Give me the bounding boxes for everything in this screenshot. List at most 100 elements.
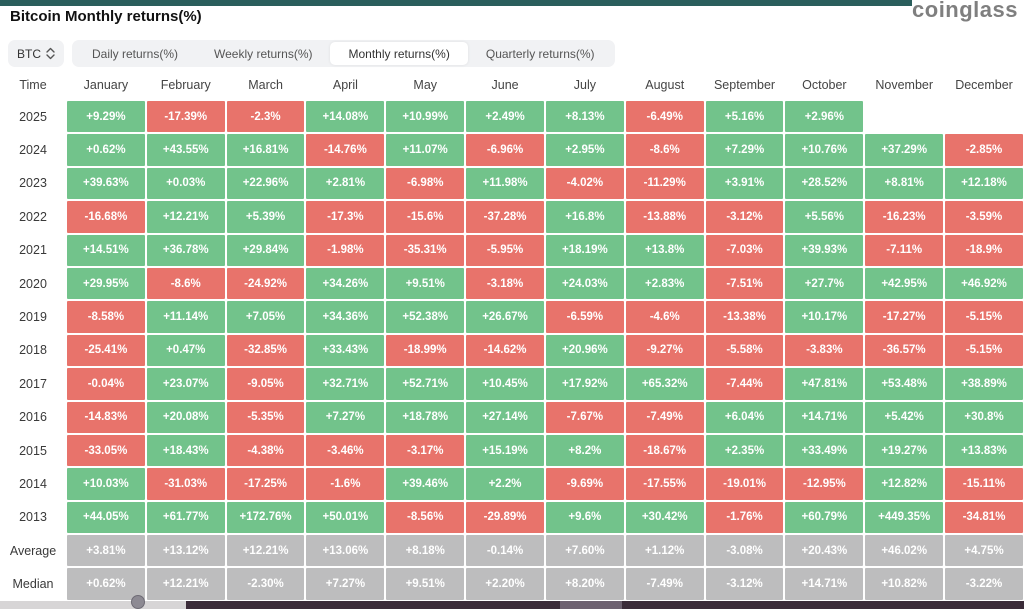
return-cell: +12.82% bbox=[864, 467, 944, 500]
table-row-2021: 2021 +14.51% +36.78% +29.84% -1.98% -35.31% -5… bbox=[0, 234, 1024, 267]
bottom-circle-icon bbox=[131, 595, 145, 609]
monthly-returns-table: Time January February March April May June July… bbox=[0, 70, 1024, 601]
return-cell: +19.27% bbox=[864, 434, 944, 467]
return-cell: -7.51% bbox=[705, 267, 785, 300]
return-cell: +39.93% bbox=[784, 234, 864, 267]
table-row-2023: 2023 +39.63% +0.03% +22.96% +2.81% -6.98% +11.… bbox=[0, 167, 1024, 200]
return-cell: +28.52% bbox=[784, 167, 864, 200]
row-label: 2015 bbox=[19, 443, 47, 458]
return-cell: -18.67% bbox=[625, 434, 705, 467]
return-cell: +10.76% bbox=[784, 133, 864, 166]
return-cell: +30.42% bbox=[625, 501, 705, 534]
column-header-november: November bbox=[875, 78, 934, 92]
return-cell: -3.22% bbox=[944, 567, 1024, 600]
return-cell: -14.83% bbox=[66, 401, 146, 434]
tab-quarterly[interactable]: Quarterly returns(%) bbox=[485, 46, 595, 61]
table-header-row: Time January February March April May June July… bbox=[0, 70, 1024, 100]
return-cell: +9.6% bbox=[545, 501, 625, 534]
return-cell: +14.71% bbox=[784, 567, 864, 600]
return-cell: -29.89% bbox=[465, 501, 545, 534]
return-cell: -3.46% bbox=[305, 434, 385, 467]
row-label: 2025 bbox=[19, 109, 47, 124]
column-header-june: June bbox=[491, 78, 519, 92]
return-cell: +29.95% bbox=[66, 267, 146, 300]
table-row-2022: 2022 -16.68% +12.21% +5.39% -17.3% -15.6% -37.… bbox=[0, 200, 1024, 233]
return-cell: +2.2% bbox=[465, 467, 545, 500]
return-cell bbox=[864, 100, 944, 133]
return-cell: +2.83% bbox=[625, 267, 705, 300]
return-cell: -7.44% bbox=[705, 367, 785, 400]
bottom-taskbar-remnant bbox=[0, 601, 186, 609]
return-cell: -17.55% bbox=[625, 467, 705, 500]
return-cell: -7.49% bbox=[625, 401, 705, 434]
return-cell: -6.98% bbox=[385, 167, 465, 200]
return-cell: +18.78% bbox=[385, 401, 465, 434]
return-cell: +11.14% bbox=[146, 300, 226, 333]
return-cell: +7.27% bbox=[305, 567, 385, 600]
return-cell: -35.31% bbox=[385, 234, 465, 267]
row-label: 2021 bbox=[19, 243, 47, 258]
return-cell: +60.79% bbox=[784, 501, 864, 534]
return-cell: +23.07% bbox=[146, 367, 226, 400]
return-cell: +46.92% bbox=[944, 267, 1024, 300]
return-cell: +15.19% bbox=[465, 434, 545, 467]
return-cell: +13.83% bbox=[944, 434, 1024, 467]
tab-daily[interactable]: Daily returns(%) bbox=[92, 46, 179, 61]
return-cell: +2.95% bbox=[545, 133, 625, 166]
sort-updown-icon bbox=[46, 47, 55, 60]
return-cell: +27.14% bbox=[465, 401, 545, 434]
return-cell: +6.04% bbox=[705, 401, 785, 434]
column-header-september: September bbox=[713, 78, 776, 92]
return-cell: -3.08% bbox=[705, 534, 785, 567]
return-cell: -16.23% bbox=[864, 200, 944, 233]
return-cell: -16.68% bbox=[66, 200, 146, 233]
return-cell: -12.95% bbox=[784, 467, 864, 500]
return-cell: +2.81% bbox=[305, 167, 385, 200]
return-cell: +12.18% bbox=[944, 167, 1024, 200]
return-cell: +50.01% bbox=[305, 501, 385, 534]
return-cell: +37.29% bbox=[864, 133, 944, 166]
return-cell: -8.6% bbox=[146, 267, 226, 300]
return-cell: -14.62% bbox=[465, 334, 545, 367]
return-cell: -1.76% bbox=[705, 501, 785, 534]
return-cell: -24.92% bbox=[226, 267, 306, 300]
return-cell: -7.67% bbox=[545, 401, 625, 434]
return-cell: +0.62% bbox=[66, 567, 146, 600]
return-cell: +8.2% bbox=[545, 434, 625, 467]
row-label: 2024 bbox=[19, 143, 47, 158]
return-cell: +17.92% bbox=[545, 367, 625, 400]
return-cell: +1.12% bbox=[625, 534, 705, 567]
return-cell bbox=[944, 100, 1024, 133]
column-header-august: August bbox=[645, 78, 685, 92]
return-cell: +5.16% bbox=[705, 100, 785, 133]
return-cell: +3.91% bbox=[705, 167, 785, 200]
return-cell: -0.04% bbox=[66, 367, 146, 400]
return-cell: +27.7% bbox=[784, 267, 864, 300]
row-label: 2013 bbox=[19, 510, 47, 525]
return-cell: +8.81% bbox=[864, 167, 944, 200]
return-cell: -15.6% bbox=[385, 200, 465, 233]
tab-monthly[interactable]: Monthly returns(%) bbox=[330, 42, 468, 65]
return-cell: -3.59% bbox=[944, 200, 1024, 233]
return-cell: +47.81% bbox=[784, 367, 864, 400]
return-cell: +4.75% bbox=[944, 534, 1024, 567]
table-row-2018: 2018 -25.41% +0.47% -32.85% +33.43% -18.99% -1… bbox=[0, 334, 1024, 367]
return-cell: -3.12% bbox=[705, 200, 785, 233]
return-cell: +20.08% bbox=[146, 401, 226, 434]
return-cell: +18.43% bbox=[146, 434, 226, 467]
row-label: 2018 bbox=[19, 343, 47, 358]
top-accent-bar bbox=[0, 0, 912, 6]
tab-weekly[interactable]: Weekly returns(%) bbox=[214, 46, 313, 61]
return-cell: -2.85% bbox=[944, 133, 1024, 166]
column-header-february: February bbox=[160, 78, 211, 92]
return-cell: +8.18% bbox=[385, 534, 465, 567]
return-cell: -17.27% bbox=[864, 300, 944, 333]
return-cell: -5.15% bbox=[944, 334, 1024, 367]
coinglass-logo[interactable]: coinglass bbox=[912, 0, 1018, 22]
column-header-october: October bbox=[802, 78, 847, 92]
return-cell: -0.14% bbox=[465, 534, 545, 567]
return-cell: -13.88% bbox=[625, 200, 705, 233]
row-label: 2020 bbox=[19, 276, 47, 291]
symbol-selector[interactable]: BTC bbox=[8, 40, 64, 67]
